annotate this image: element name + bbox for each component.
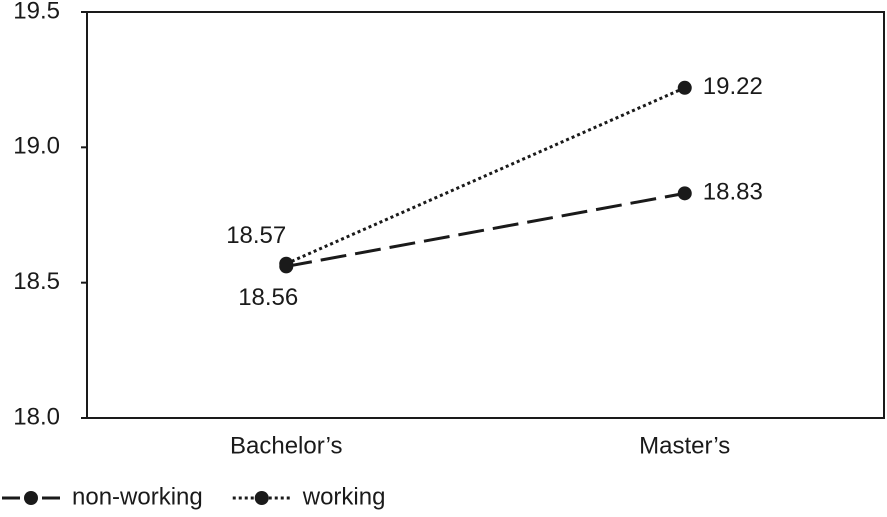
legend-swatch-marker — [254, 491, 269, 505]
data-point — [279, 256, 294, 271]
legend-label: non-working — [72, 483, 203, 510]
y-tick-label: 18.0 — [13, 403, 60, 430]
data-label: 19.22 — [703, 73, 763, 100]
legend-swatch-marker — [24, 491, 38, 505]
y-tick-label: 18.5 — [13, 268, 60, 295]
data-label: 18.83 — [703, 179, 763, 206]
x-tick-label: Bachelor’s — [230, 432, 343, 459]
data-point — [677, 186, 692, 201]
data-point — [677, 80, 692, 95]
y-tick-label: 19.0 — [13, 133, 60, 160]
series-line — [285, 86, 686, 266]
series-line — [285, 191, 686, 268]
data-label: 18.57 — [226, 222, 286, 249]
legend-label: working — [302, 483, 386, 510]
plot-frame — [86, 11, 885, 419]
data-label: 18.56 — [238, 284, 298, 311]
x-tick-label: Master’s — [639, 432, 730, 459]
y-tick-label: 19.5 — [13, 0, 60, 24]
